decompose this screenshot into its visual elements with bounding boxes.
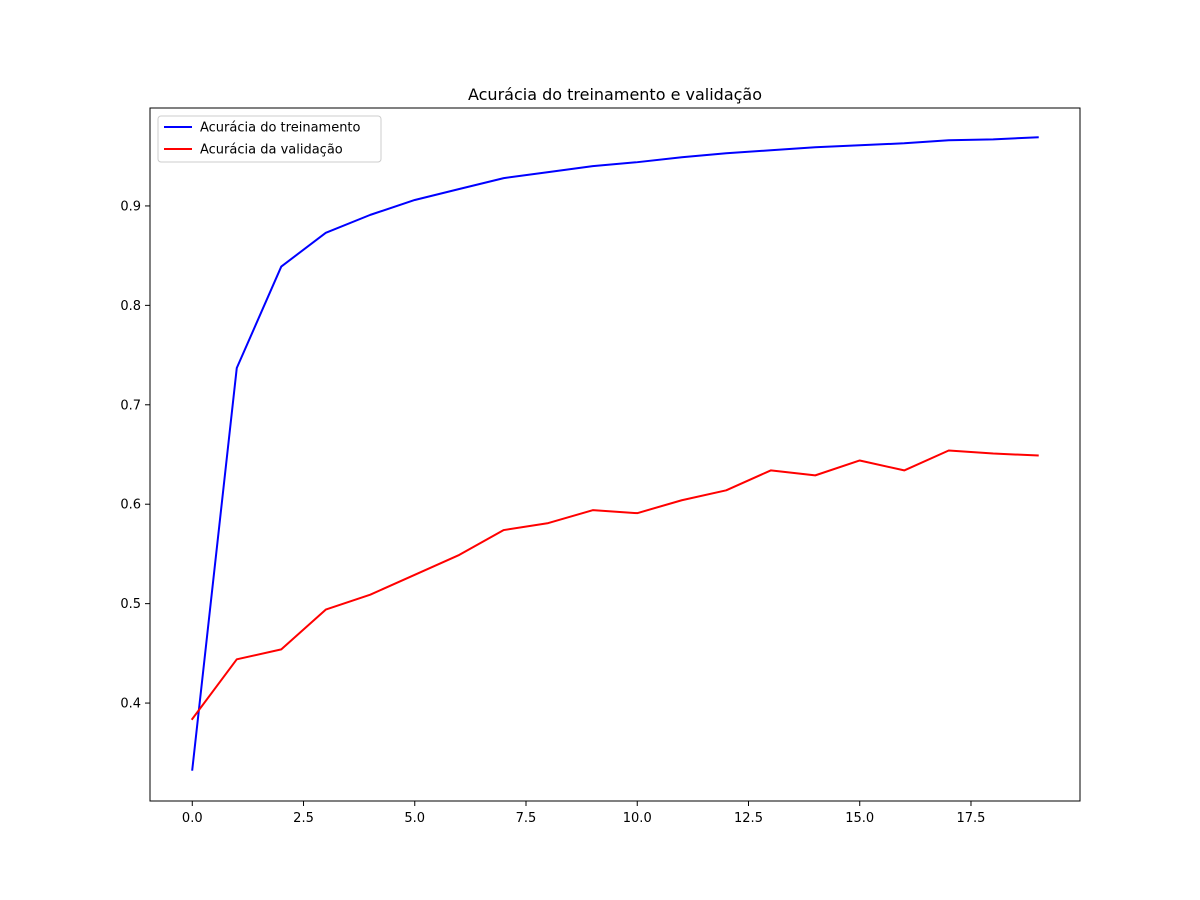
x-tick-label: 15.0 — [845, 811, 874, 826]
x-tick-label: 12.5 — [734, 811, 763, 826]
y-tick-label: 0.7 — [120, 398, 141, 413]
x-axis-ticks: 0.0 2.5 5.0 7.5 10.0 12.5 15.0 17.5 — [182, 801, 986, 826]
y-tick-label: 0.4 — [120, 697, 141, 712]
series-line-training — [191, 136, 1039, 771]
y-tick-label: 0.8 — [120, 299, 141, 314]
plot-frame — [149, 107, 1081, 802]
y-tick-label: 0.6 — [120, 498, 141, 513]
plot-area — [150, 108, 1080, 801]
chart-title: Acurácia do treinamento e validação — [468, 85, 762, 104]
legend-box — [157, 115, 382, 163]
x-tick-label: 5.0 — [404, 811, 425, 826]
x-tick-label: 2.5 — [293, 811, 314, 826]
legend-label: Acurácia da validação — [200, 143, 343, 158]
y-tick-label: 0.9 — [120, 199, 141, 214]
y-tick-label: 0.5 — [120, 597, 141, 612]
x-tick-label: 10.0 — [623, 811, 652, 826]
x-tick-label: 0.0 — [182, 811, 203, 826]
x-tick-label: 7.5 — [516, 811, 537, 826]
x-tick-label: 17.5 — [957, 811, 986, 826]
series-group — [190, 136, 1039, 771]
series-line-validation — [190, 449, 1039, 721]
legend-label: Acurácia do treinamento — [200, 121, 361, 136]
legend: Acurácia do treinamento Acurácia da valid… — [157, 115, 382, 163]
y-axis-ticks: 0.4 0.5 0.6 0.7 0.8 0.9 — [120, 199, 150, 712]
